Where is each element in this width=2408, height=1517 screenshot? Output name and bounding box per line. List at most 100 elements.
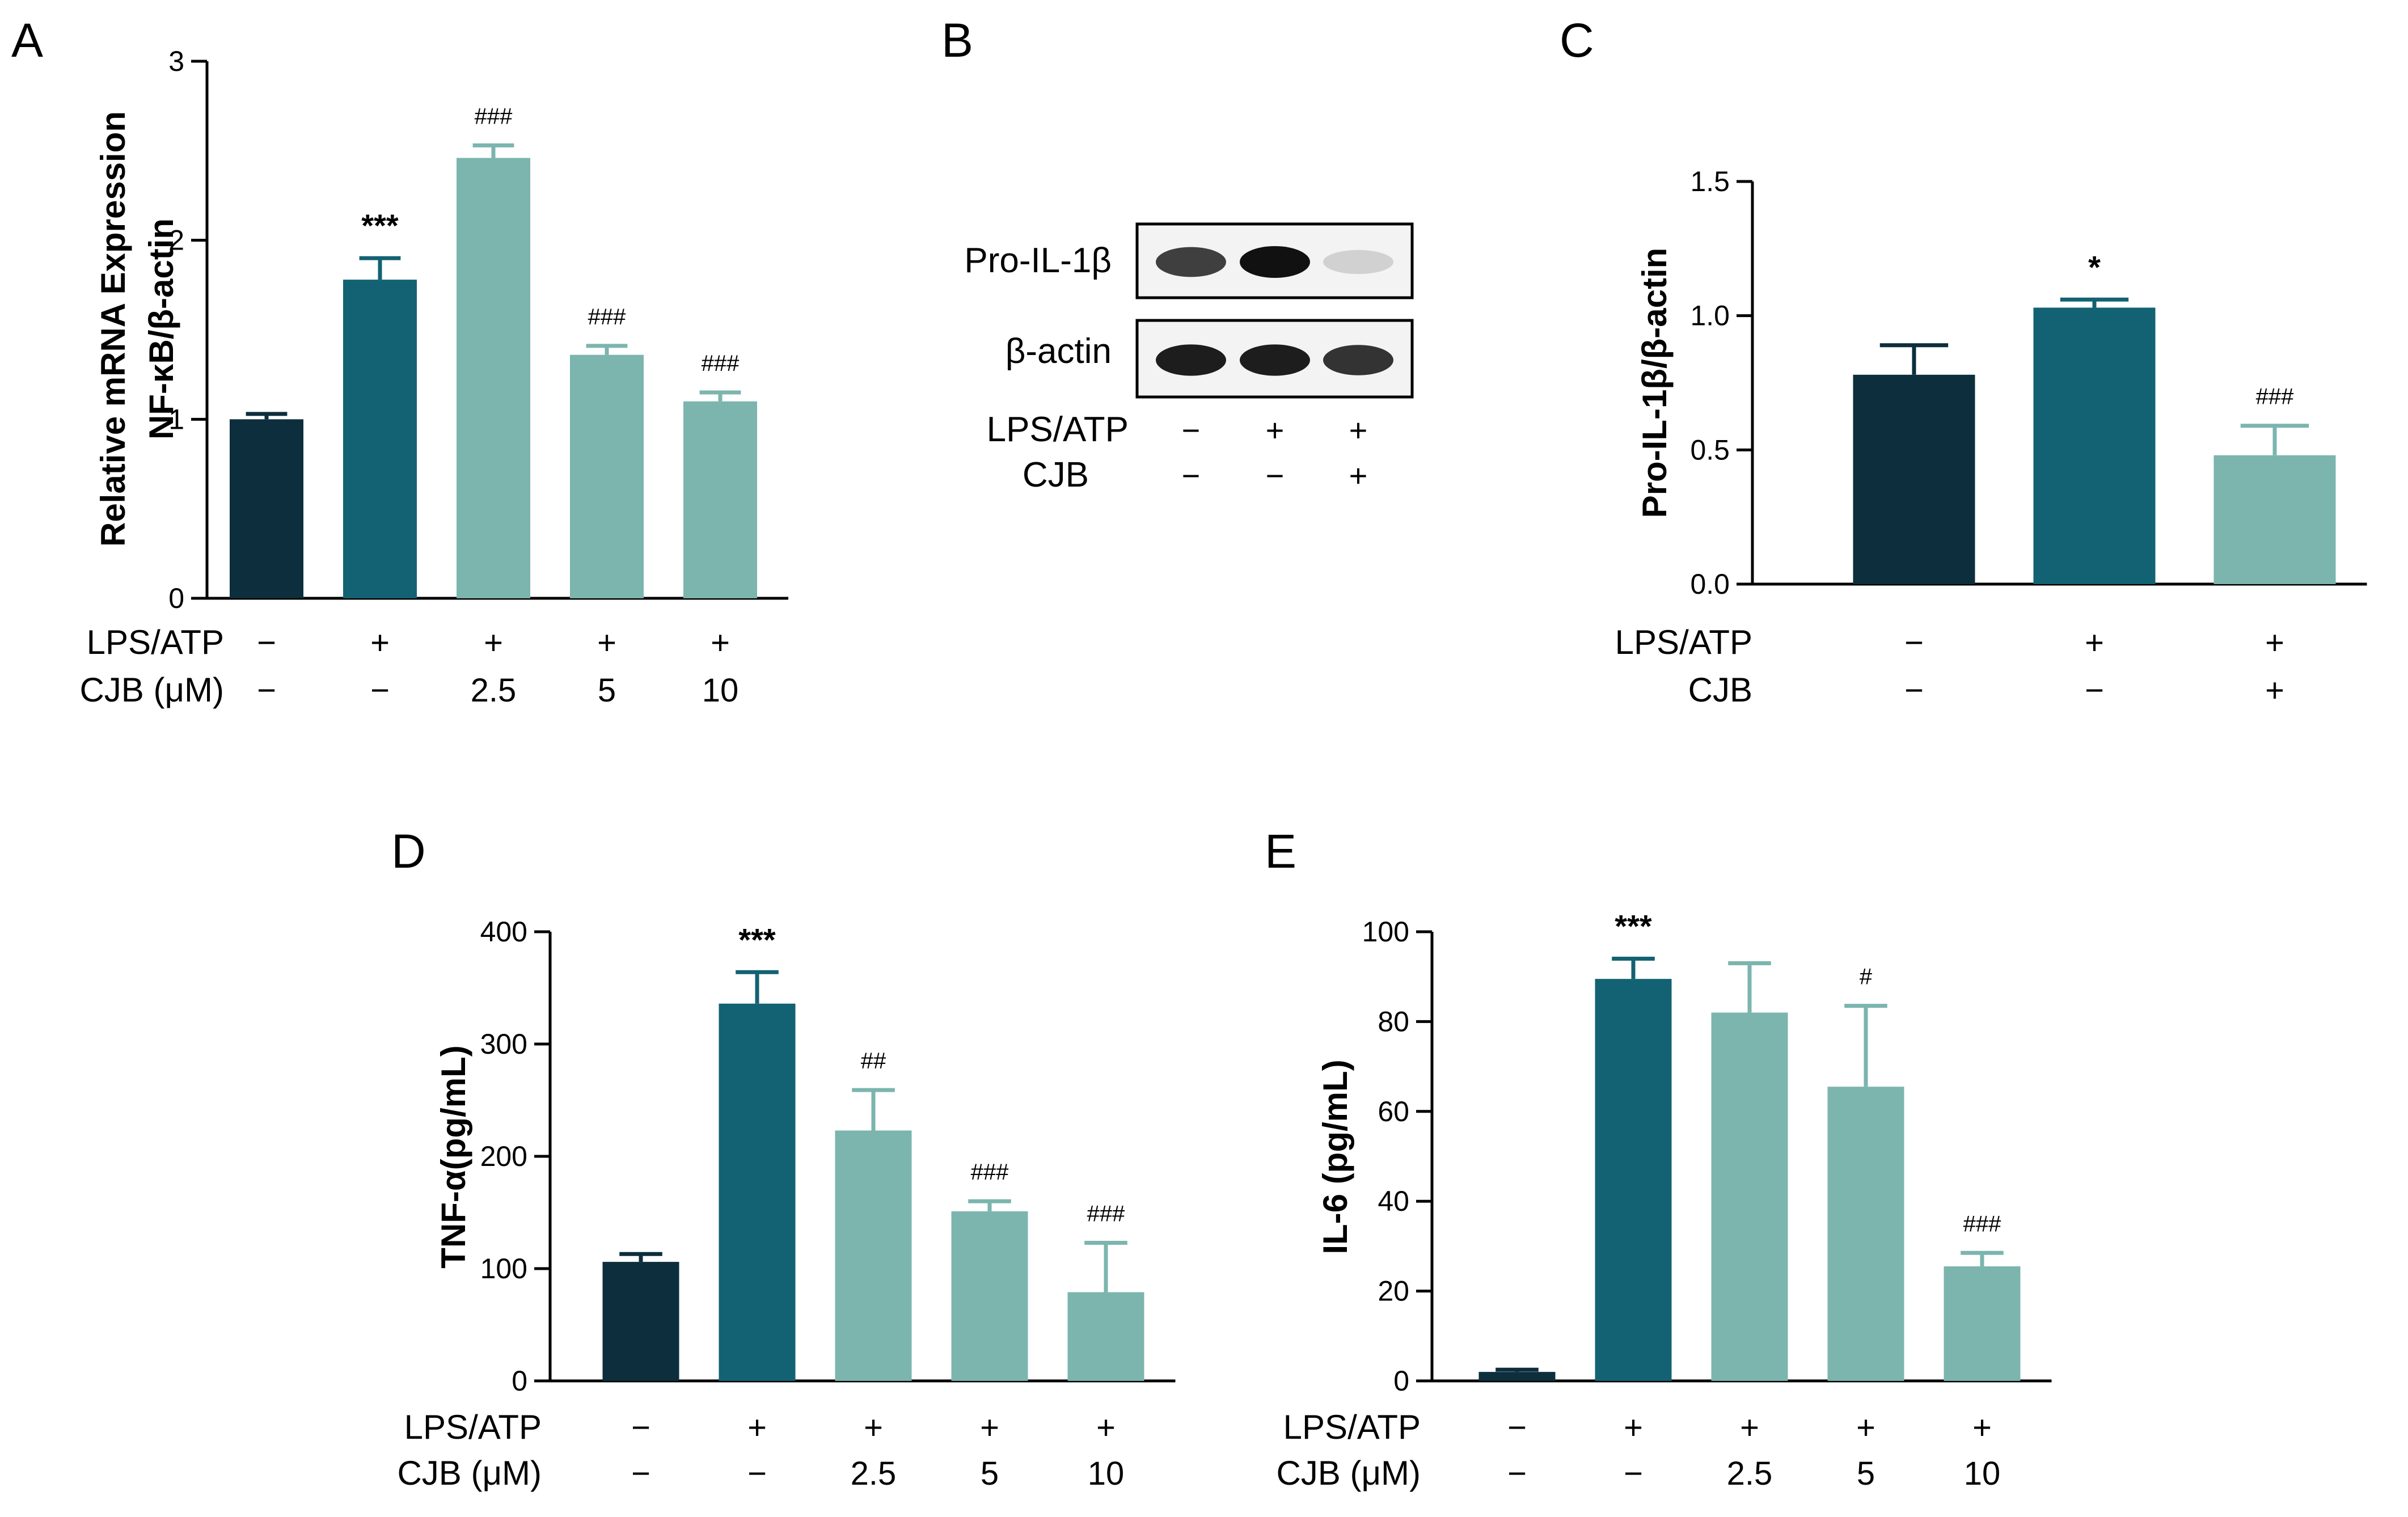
condition-label: LPS/ATP xyxy=(87,623,224,661)
y-tick-label: 2 xyxy=(168,225,184,256)
condition-value: 2.5 xyxy=(471,672,517,709)
significance-annotation: ### xyxy=(475,104,513,129)
y-tick-label: 1.0 xyxy=(1690,300,1730,332)
blot-band xyxy=(1323,345,1393,375)
panel-label-e: E xyxy=(1265,825,1296,878)
significance-annotation: ### xyxy=(1963,1211,2001,1236)
condition-value: − xyxy=(747,1455,767,1492)
bar xyxy=(1478,1372,1556,1381)
bar xyxy=(683,401,757,598)
condition-value: + xyxy=(484,624,503,661)
panel-c: C 0.0 0.5 1.0 1.5 Pro-IL-1β/β-actin * ### LPS/AT… xyxy=(1560,14,2367,709)
bar xyxy=(835,1130,912,1381)
y-tick-label: 0.5 xyxy=(1690,434,1730,466)
y-tick-label: 100 xyxy=(1362,916,1409,948)
y-tick-label: 400 xyxy=(480,916,527,948)
y-tick-label: 40 xyxy=(1378,1185,1409,1217)
condition-value: − xyxy=(257,624,276,661)
y-tick-label: 200 xyxy=(480,1140,527,1172)
bar xyxy=(1944,1266,2021,1381)
condition-label: CJB xyxy=(1688,671,1752,709)
condition-value: − xyxy=(1624,1455,1643,1492)
blot-condition-value: − xyxy=(1182,458,1201,493)
y-tick-label: 3 xyxy=(168,45,184,77)
condition-label: CJB (μM) xyxy=(79,671,224,709)
condition-value: 5 xyxy=(598,672,616,709)
condition-value: + xyxy=(864,1409,883,1446)
y-tick-label: 0 xyxy=(512,1365,527,1397)
condition-value: + xyxy=(1856,1409,1875,1446)
y-axis-label: Pro-IL-1β/β-actin xyxy=(1636,248,1674,518)
blot-condition-value: + xyxy=(1266,412,1285,448)
significance-annotation: ### xyxy=(1087,1201,1125,1226)
condition-value: − xyxy=(257,672,276,709)
panel-a: A 0 1 2 3 Relative mRNA Expression NF-κB/β-act… xyxy=(11,14,788,709)
condition-value: − xyxy=(1904,624,1924,661)
bar xyxy=(719,1003,796,1381)
panel-label-a: A xyxy=(11,14,43,67)
condition-value: − xyxy=(1904,672,1924,709)
significance-annotation: * xyxy=(2088,249,2101,285)
condition-label: LPS/ATP xyxy=(1615,623,1752,661)
significance-annotation: *** xyxy=(1615,908,1652,944)
blot-condition-value: − xyxy=(1182,412,1201,448)
bar xyxy=(951,1211,1028,1381)
blot-condition-value: − xyxy=(1266,458,1285,493)
blot-band xyxy=(1240,344,1310,376)
y-tick-label: 20 xyxy=(1378,1275,1409,1307)
condition-value: + xyxy=(711,624,730,661)
y-axis-label: NF-κB/β-actin xyxy=(142,218,180,440)
y-tick-label: 1 xyxy=(168,403,184,435)
panel-label-c: C xyxy=(1560,14,1594,67)
bar xyxy=(1067,1292,1144,1381)
y-tick-label: 0 xyxy=(168,582,184,614)
condition-label: LPS/ATP xyxy=(404,1408,542,1446)
condition-value: − xyxy=(370,672,390,709)
panel-d: D0100200300400TNF-α(pg/mL)***########LPS… xyxy=(391,825,1176,1492)
significance-annotation: ### xyxy=(588,305,626,329)
condition-value: + xyxy=(2265,672,2284,709)
condition-value: − xyxy=(631,1455,650,1492)
bar xyxy=(2213,455,2336,584)
significance-annotation: ### xyxy=(702,351,740,376)
bar xyxy=(1711,1012,1788,1381)
blot-band xyxy=(1323,250,1393,274)
condition-value: 5 xyxy=(1857,1455,1875,1492)
blot-band xyxy=(1240,246,1310,278)
condition-value: 10 xyxy=(702,672,739,709)
blot-band xyxy=(1156,344,1226,376)
significance-annotation: ### xyxy=(2256,384,2294,409)
blot-bands xyxy=(1156,246,1393,376)
condition-value: + xyxy=(597,624,616,661)
condition-value: + xyxy=(747,1409,767,1446)
bar xyxy=(2033,307,2156,584)
y-axis-label: Relative mRNA Expression xyxy=(94,111,132,547)
significance-annotation: ## xyxy=(861,1049,886,1074)
y-axis-label: IL-6 (pg/mL) xyxy=(1316,1059,1354,1254)
bar xyxy=(1827,1087,1904,1381)
y-tick-label: 0.0 xyxy=(1690,568,1730,600)
panel-label-d: D xyxy=(391,825,426,878)
blot-label-beta-actin: β-actin xyxy=(1006,332,1112,371)
condition-value: + xyxy=(2265,624,2284,661)
significance-annotation: ### xyxy=(971,1160,1009,1185)
condition-value: + xyxy=(2085,624,2104,661)
condition-value: + xyxy=(1740,1409,1759,1446)
y-tick-label: 100 xyxy=(480,1253,527,1284)
condition-value: + xyxy=(1972,1409,1992,1446)
condition-value: − xyxy=(1507,1409,1527,1446)
condition-label: CJB (μM) xyxy=(1276,1454,1421,1492)
bar xyxy=(457,158,530,599)
blot-label-pro-il1b: Pro-IL-1β xyxy=(964,241,1112,280)
bar xyxy=(230,419,303,598)
condition-label: CJB (μM) xyxy=(397,1454,542,1492)
bar xyxy=(1595,979,1672,1381)
blot-condition-value: + xyxy=(1349,412,1368,448)
y-axis-label: TNF-α(pg/mL) xyxy=(434,1045,472,1268)
y-tick-label: 300 xyxy=(480,1028,527,1060)
condition-value: 2.5 xyxy=(851,1455,897,1492)
condition-value: − xyxy=(2085,672,2104,709)
bar xyxy=(1853,374,1975,584)
condition-value: 5 xyxy=(981,1455,999,1492)
